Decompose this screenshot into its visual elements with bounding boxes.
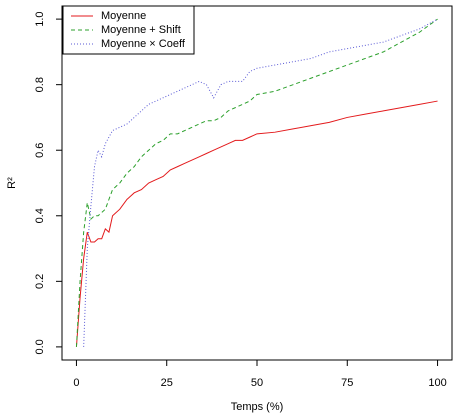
y-axis-label: R² (6, 177, 18, 189)
series-line (75, 18, 438, 347)
x-tick-label: 75 (341, 377, 353, 389)
x-tick-label: 25 (161, 377, 173, 389)
legend-label: Moyenne × Coeff (101, 38, 186, 50)
y-tick-label: 0.4 (34, 208, 46, 223)
x-axis-label: Temps (%) (231, 401, 284, 413)
x-tick-label: 0 (73, 377, 79, 389)
y-tick-label: 0.6 (34, 143, 46, 158)
x-tick-label: 100 (428, 377, 446, 389)
x-tick-label: 50 (251, 377, 263, 389)
legend-label: Moyenne (101, 10, 146, 22)
y-tick-label: 0.8 (34, 77, 46, 92)
y-tick-label: 0.2 (34, 274, 46, 289)
y-tick-label: 1.0 (34, 11, 46, 26)
legend-box (62, 5, 195, 55)
series-line (75, 100, 438, 347)
legend-label: Moyenne + Shift (101, 24, 181, 36)
y-tick-label: 0.0 (34, 339, 46, 354)
series-line (83, 18, 438, 347)
plot-box (61, 5, 453, 361)
legend: Moyenne Moyenne + Shift Moyenne × Coeff (62, 5, 195, 55)
